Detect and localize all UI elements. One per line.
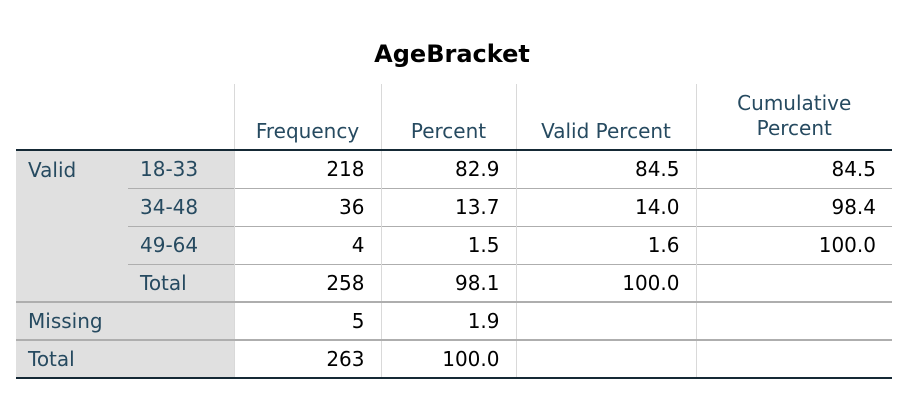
valid-percent-cell: 14.0 <box>515 187 696 226</box>
header-valid-percent: Valid Percent <box>515 84 696 151</box>
table-row: 49-64 4 1.5 1.6 100.0 <box>16 225 892 264</box>
corner-cell <box>16 84 128 151</box>
header-cumulative-line1: Cumulative <box>737 91 852 115</box>
corner-cell <box>128 84 234 151</box>
row-label: Total <box>128 263 234 302</box>
row-label: 34-48 <box>128 187 234 226</box>
percent-cell: 13.7 <box>380 187 516 226</box>
valid-percent-cell <box>515 301 696 340</box>
table-row-total: Total 263 100.0 <box>16 339 892 379</box>
group-label-missing: Missing <box>16 301 234 340</box>
header-row: Frequency Percent Valid Percent Cumulati… <box>16 84 892 151</box>
table-row-missing: Missing 5 1.9 <box>16 301 892 340</box>
percent-cell: 82.9 <box>380 150 516 188</box>
cumulative-percent-cell: 98.4 <box>695 187 892 226</box>
table-title: AgeBracket <box>374 40 530 68</box>
frequency-table: Frequency Percent Valid Percent Cumulati… <box>16 84 892 379</box>
table-row: Valid 18-33 218 82.9 84.5 84.5 <box>16 150 892 302</box>
header-frequency: Frequency <box>233 84 381 151</box>
frequency-cell: 263 <box>233 339 381 379</box>
percent-cell: 1.5 <box>380 225 516 264</box>
header-cumulative-line2: Percent <box>756 116 832 140</box>
header-cumulative-percent: Cumulative Percent <box>695 84 892 151</box>
cumulative-percent-cell: 100.0 <box>695 225 892 264</box>
valid-percent-cell: 100.0 <box>515 263 696 302</box>
valid-percent-cell: 84.5 <box>515 150 696 188</box>
row-label: 18-33 <box>128 150 234 188</box>
row-label: 49-64 <box>128 225 234 264</box>
table-row: Total 258 98.1 100.0 <box>16 263 892 302</box>
frequency-cell: 258 <box>233 263 381 302</box>
valid-percent-cell <box>515 339 696 379</box>
percent-cell: 100.0 <box>380 339 516 379</box>
header-percent: Percent <box>380 84 516 151</box>
frequency-cell: 4 <box>233 225 381 264</box>
frequency-cell: 36 <box>233 187 381 226</box>
frequency-cell: 218 <box>233 150 381 188</box>
table-row: 34-48 36 13.7 14.0 98.4 <box>16 187 892 226</box>
cumulative-percent-cell: 84.5 <box>695 150 892 188</box>
percent-cell: 98.1 <box>380 263 516 302</box>
group-label-valid: Valid <box>16 150 128 302</box>
group-label-total: Total <box>16 339 234 379</box>
percent-cell: 1.9 <box>380 301 516 340</box>
frequency-cell: 5 <box>233 301 381 340</box>
cumulative-percent-cell <box>695 339 892 379</box>
cumulative-percent-cell <box>695 263 892 302</box>
cumulative-percent-cell <box>695 301 892 340</box>
valid-percent-cell: 1.6 <box>515 225 696 264</box>
